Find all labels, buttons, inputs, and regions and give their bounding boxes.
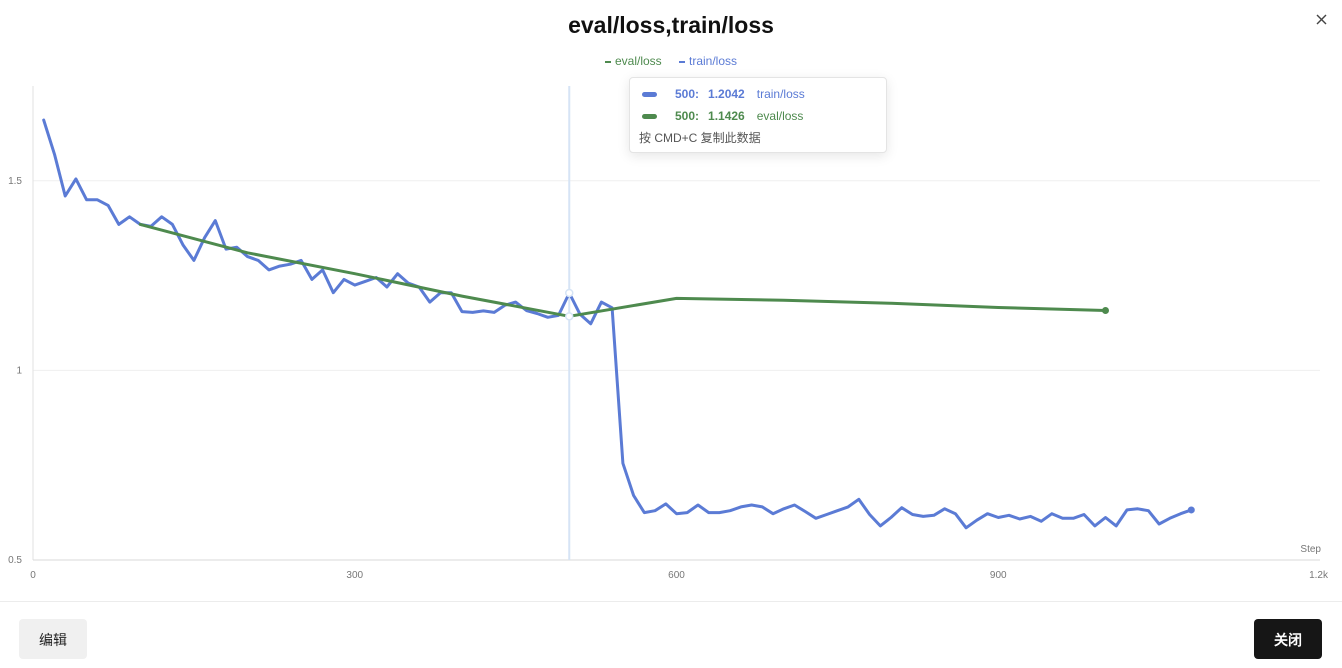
tooltip-row-train: 500: 1.2042 train/loss — [642, 86, 805, 102]
y-tick-label: 1 — [16, 365, 22, 376]
chart-title: eval/loss,train/loss — [568, 12, 774, 38]
tooltip-copy-hint: 按 CMD+C 复制此数据 — [639, 131, 761, 145]
dialog-footer: 编辑 关闭 — [0, 601, 1342, 668]
chart-legend: eval/loss train/loss — [0, 54, 1342, 68]
edit-button[interactable]: 编辑 — [19, 619, 87, 659]
legend-swatch-eval — [604, 60, 611, 63]
data-tooltip: 500: 1.2042 train/loss 500: 1.1426 eval/loss… — [629, 77, 887, 153]
legend-label-eval: eval/loss — [614, 54, 662, 68]
legend-item-train[interactable]: train/loss — [679, 54, 737, 68]
y-tick-label: 1.5 — [8, 176, 22, 187]
legend-label-train: train/loss — [689, 54, 738, 68]
tooltip-swatch-eval — [642, 114, 657, 120]
x-axis-label: Step — [1300, 544, 1321, 555]
line-chart[interactable]: 0.5 1 1.5 0 300 600 900 1.2k Step — [0, 0, 1342, 600]
y-tick-label: 0.5 — [8, 555, 22, 566]
tooltip-series-name: train/loss — [756, 87, 805, 101]
close-icon[interactable] — [1310, 8, 1332, 30]
tooltip-value: 1.1426 — [708, 109, 745, 123]
tooltip-value: 1.2042 — [708, 87, 745, 101]
x-tick-label: 300 — [346, 570, 363, 581]
tooltip-series-name: eval/loss — [756, 109, 804, 123]
tooltip-row-eval: 500: 1.1426 eval/loss — [642, 108, 803, 124]
tooltip-swatch-train — [642, 92, 657, 98]
legend-item-eval[interactable]: eval/loss — [604, 54, 662, 68]
series-line-eval-loss — [138, 222, 1107, 318]
tooltip-step: 500: — [675, 109, 700, 123]
x-tick-label: 0 — [30, 570, 36, 581]
series-end-point — [1102, 306, 1109, 314]
hover-marker — [565, 312, 574, 321]
tooltip-step: 500: — [675, 87, 700, 101]
close-button[interactable]: 关闭 — [1254, 619, 1322, 659]
x-tick-label: 900 — [990, 570, 1007, 581]
x-tick-label: 600 — [668, 570, 685, 581]
series-end-point — [1187, 506, 1195, 514]
series-line-train-loss — [42, 118, 1193, 530]
legend-swatch-train — [679, 60, 685, 63]
x-tick-label: 1.2k — [1309, 570, 1329, 581]
hover-marker — [565, 288, 574, 298]
